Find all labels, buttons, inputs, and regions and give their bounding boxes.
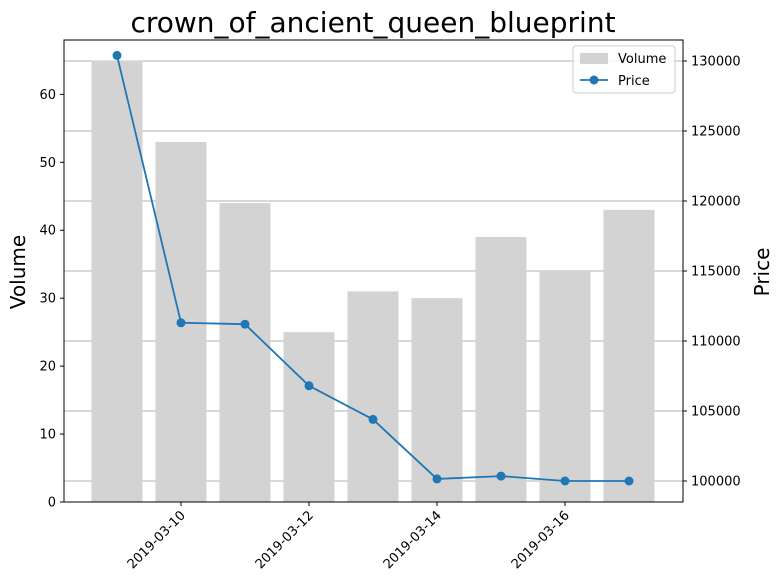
volume-bar bbox=[603, 209, 655, 502]
price-point bbox=[432, 474, 442, 484]
legend-volume-swatch bbox=[580, 53, 608, 64]
right-tick-label: 115000 bbox=[691, 265, 741, 280]
volume-bar bbox=[411, 298, 463, 502]
volume-bar bbox=[475, 237, 527, 502]
price-point bbox=[240, 319, 250, 329]
left-tick-label: 30 bbox=[39, 292, 56, 307]
left-axis-title: Volume bbox=[6, 235, 30, 309]
legend-volume-label: Volume bbox=[618, 52, 666, 67]
volume-bar bbox=[91, 60, 143, 502]
right-axis-ticks: 100000 105000 110000 115000 120000 125000 1300… bbox=[683, 55, 741, 490]
volume-bar bbox=[219, 203, 271, 502]
right-tick-label: 100000 bbox=[691, 475, 741, 490]
left-tick-label: 0 bbox=[48, 496, 56, 511]
legend-price-label: Price bbox=[618, 74, 650, 89]
right-tick-label: 120000 bbox=[691, 195, 741, 210]
left-tick-label: 40 bbox=[39, 224, 56, 239]
price-point bbox=[368, 414, 378, 424]
price-point bbox=[624, 476, 634, 486]
right-tick-label: 125000 bbox=[691, 125, 741, 140]
chart-title: crown_of_ancient_queen_blueprint bbox=[130, 6, 615, 39]
price-point bbox=[304, 381, 314, 391]
legend-price-marker bbox=[589, 75, 599, 85]
left-tick-label: 20 bbox=[39, 360, 56, 375]
price-point bbox=[176, 318, 186, 328]
price-point bbox=[112, 50, 122, 60]
price-point bbox=[560, 476, 570, 486]
left-tick-label: 10 bbox=[39, 428, 56, 443]
price-line bbox=[112, 50, 634, 486]
volume-bars bbox=[91, 60, 655, 503]
price-point bbox=[496, 471, 506, 481]
volume-bar bbox=[539, 271, 591, 502]
left-axis-ticks: 0 10 20 30 40 50 60 bbox=[39, 88, 64, 511]
right-tick-label: 130000 bbox=[691, 55, 741, 70]
volume-bar bbox=[347, 291, 399, 502]
left-tick-label: 50 bbox=[39, 156, 56, 171]
left-tick-label: 60 bbox=[39, 88, 56, 103]
right-axis-title: Price bbox=[750, 248, 774, 297]
legend: Volume Price bbox=[572, 45, 676, 94]
right-tick-label: 110000 bbox=[691, 335, 741, 350]
right-tick-label: 105000 bbox=[691, 405, 741, 420]
volume-bar bbox=[283, 332, 335, 502]
